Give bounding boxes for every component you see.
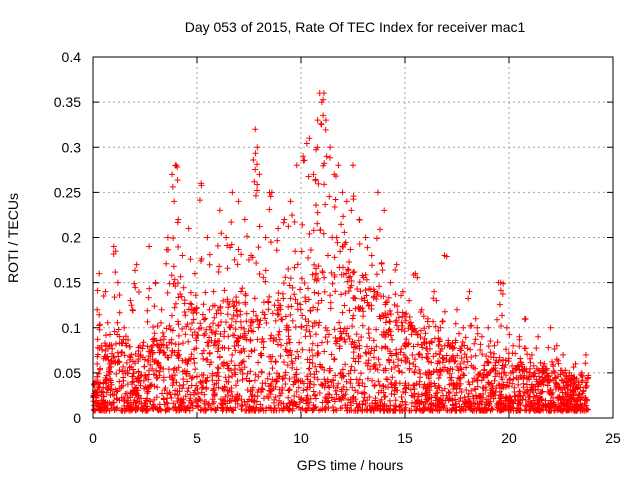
axis-ticks — [92, 56, 614, 419]
y-tick-label: 0.15 — [54, 275, 81, 291]
y-tick-labels: 0 0.05 0.1 0.15 0.2 0.25 0.3 0.35 0.4 — [54, 49, 81, 426]
y-tick-label: 0.2 — [62, 230, 82, 246]
x-tick-label: 5 — [193, 430, 201, 446]
x-tick-label: 15 — [397, 430, 413, 446]
y-tick-label: 0.4 — [62, 49, 82, 65]
scatter-markers — [90, 90, 592, 414]
y-axis-label: ROTI / TECUs — [5, 193, 21, 283]
y-tick-label: 0 — [73, 410, 81, 426]
y-tick-label: 0.05 — [54, 365, 81, 381]
x-tick-label: 0 — [89, 430, 97, 446]
y-tick-label: 0.3 — [62, 139, 82, 155]
x-axis-label: GPS time / hours — [297, 457, 404, 473]
y-tick-label: 0.25 — [54, 184, 81, 200]
chart-title: Day 053 of 2015, Rate Of TEC Index for r… — [185, 19, 526, 35]
data-points — [90, 90, 592, 414]
x-tick-label: 20 — [501, 430, 517, 446]
x-tick-label: 10 — [293, 430, 309, 446]
x-tick-label: 25 — [605, 430, 621, 446]
y-tick-label: 0.35 — [54, 94, 81, 110]
y-tick-label: 0.1 — [62, 320, 82, 336]
x-tick-labels: 0 5 10 15 20 25 — [89, 430, 621, 446]
grid-lines — [93, 57, 613, 418]
